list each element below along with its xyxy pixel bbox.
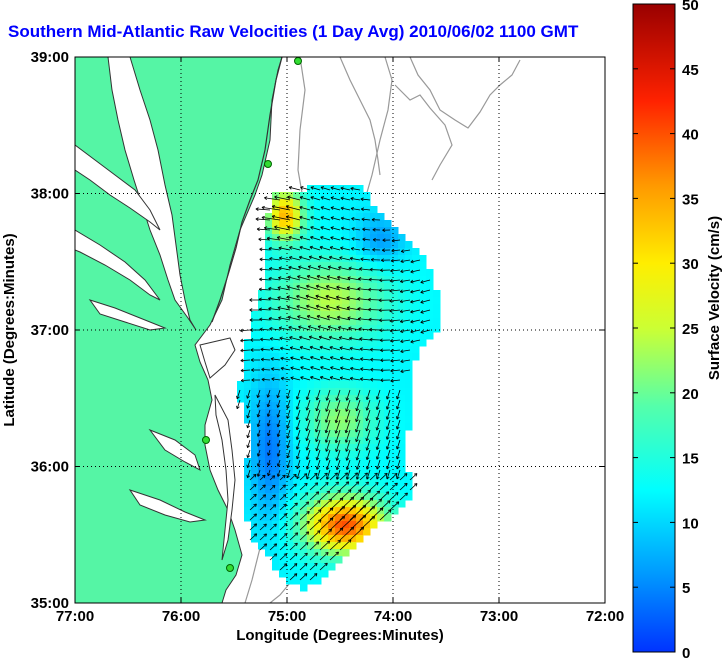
colorbar-tick-label: 10 bbox=[682, 515, 699, 532]
y-axis-ticks: 39:00 38:00 37:00 36:00 35:00 bbox=[31, 49, 605, 612]
x-axis-label: Longitude (Degrees:Minutes) bbox=[236, 627, 444, 644]
colorbar-label: Surface Velocity (cm/s) bbox=[706, 216, 723, 380]
barrier-island-coast bbox=[211, 57, 283, 323]
y-axis-label: Latitude (Degrees:Minutes) bbox=[1, 233, 18, 426]
radar-stations bbox=[202, 57, 302, 572]
colorbar-tick-label: 30 bbox=[682, 256, 699, 273]
station-marker bbox=[226, 564, 234, 572]
station-marker bbox=[294, 57, 302, 65]
y-tick-label: 38:00 bbox=[31, 186, 69, 203]
grid-lines bbox=[75, 57, 605, 603]
colorbar-tick-label: 25 bbox=[682, 321, 699, 338]
map-title: Southern Mid-Atlantic Raw Velocities (1 … bbox=[8, 22, 579, 41]
x-tick-label: 77:00 bbox=[56, 608, 94, 625]
colorbar-tick-label: 50 bbox=[682, 0, 699, 14]
x-tick-label: 72:00 bbox=[586, 608, 624, 625]
colorbar-tick-label: 20 bbox=[682, 386, 699, 403]
station-marker bbox=[264, 160, 272, 168]
x-tick-label: 76:00 bbox=[162, 608, 200, 625]
station-marker bbox=[202, 436, 210, 444]
velocity-vectors bbox=[236, 185, 431, 581]
colorbar-tick-label: 15 bbox=[682, 451, 699, 468]
x-tick-label: 75:00 bbox=[268, 608, 306, 625]
colorbar-tick-label: 0 bbox=[682, 645, 690, 659]
x-axis-ticks: 77:00 76:00 75:00 74:00 73:00 72:00 bbox=[56, 57, 624, 625]
y-tick-label: 37:00 bbox=[31, 322, 69, 339]
colorbar-tick-label: 45 bbox=[682, 62, 699, 79]
colorbar: 0 5 10 15 20 25 30 35 40 45 50 Surface Velocity (c… bbox=[632, 0, 723, 659]
y-tick-label: 36:00 bbox=[31, 459, 69, 476]
y-tick-label: 35:00 bbox=[31, 595, 69, 612]
colorbar-tick-label: 5 bbox=[682, 580, 690, 597]
colorbar-tick-label: 35 bbox=[682, 191, 699, 208]
x-tick-label: 73:00 bbox=[480, 608, 518, 625]
y-tick-label: 39:00 bbox=[31, 49, 69, 66]
x-tick-label: 74:00 bbox=[374, 608, 412, 625]
colorbar-tick-label: 40 bbox=[682, 127, 699, 144]
velocity-field bbox=[237, 185, 441, 592]
